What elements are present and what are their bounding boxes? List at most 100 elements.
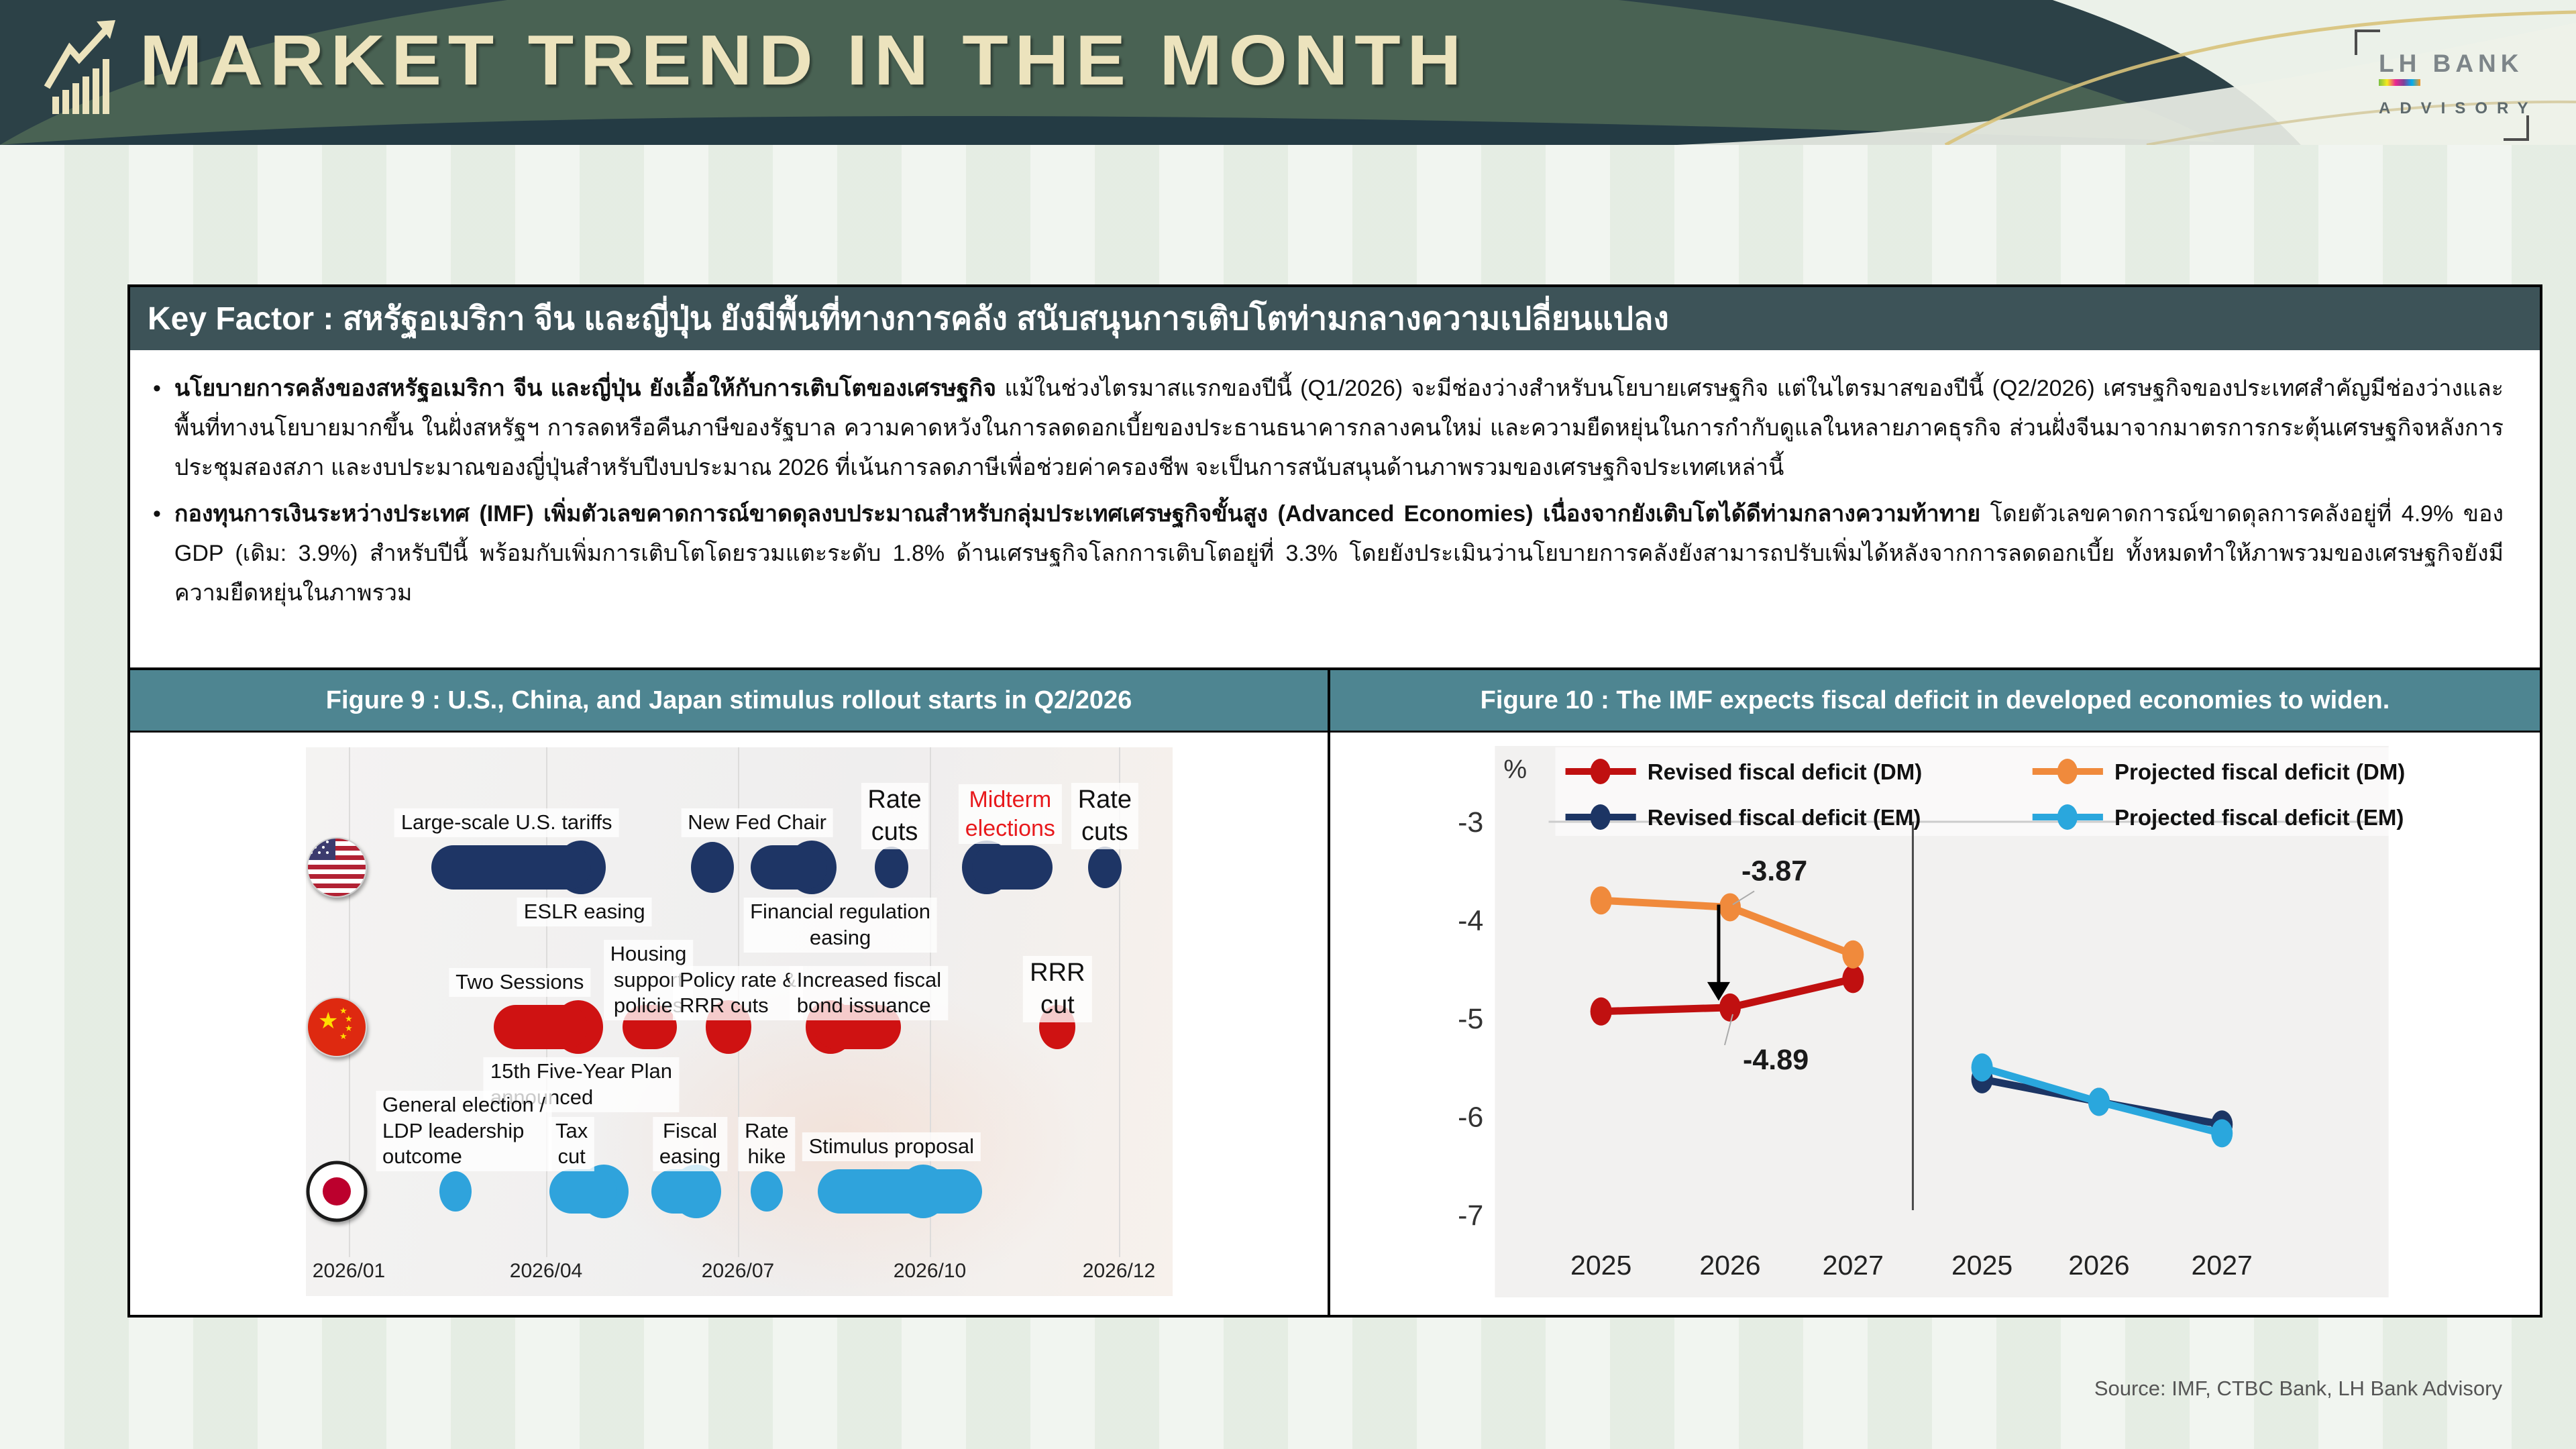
logo-rainbow-bar-icon bbox=[2379, 79, 2420, 86]
y-axis-unit: % bbox=[1503, 755, 1527, 784]
legend-marker-icon bbox=[2057, 804, 2078, 830]
figure10-title: Figure 10 : The IMF expects fiscal defic… bbox=[1330, 670, 2540, 733]
timeline-marker-dot bbox=[1087, 847, 1122, 888]
timeline-marker-bar bbox=[493, 1005, 588, 1049]
figure9-timeline-chart: 2026/01 2026/04 2026/07 2026/10 2026/12 Larg… bbox=[306, 747, 1173, 1296]
timeline-event-label: Increased fiscal bond issuance bbox=[790, 965, 949, 1020]
timeline-marker-bar bbox=[651, 1169, 719, 1214]
timeline-marker-bar bbox=[972, 845, 1053, 890]
timeline-marker-dot bbox=[750, 1171, 783, 1212]
header-band: MARKET TREND IN THE MONTH LH BANK ADVISO… bbox=[0, 0, 2576, 145]
bullet-marker bbox=[153, 494, 161, 613]
data-point bbox=[1590, 997, 1612, 1026]
y-tick-label: -6 bbox=[1458, 1102, 1483, 1134]
y-tick-label: -4 bbox=[1458, 905, 1483, 937]
timeline-event-label: New Fed Chair bbox=[681, 808, 833, 837]
bullet-item: นโยบายการคลังของสหรัฐอเมริกา จีน และญี่ป… bbox=[153, 369, 2504, 488]
timeline-axis-label: 2026/07 bbox=[701, 1260, 775, 1282]
legend-label: Projected fiscal deficit (DM) bbox=[2114, 759, 2405, 784]
bar-chart-icon bbox=[44, 20, 115, 114]
data-point bbox=[2088, 1087, 2110, 1116]
page-title: MARKET TREND IN THE MONTH bbox=[140, 21, 1468, 100]
data-point bbox=[1590, 886, 1612, 915]
x-tick-label: 2026 bbox=[1699, 1250, 1760, 1281]
figures-row: Figure 9 : U.S., China, and Japan stimul… bbox=[130, 667, 2540, 1315]
y-tick-label: -5 bbox=[1458, 1003, 1483, 1035]
x-tick-label: 2025 bbox=[1951, 1250, 2012, 1281]
legend-label: Revised fiscal deficit (DM) bbox=[1648, 759, 1922, 784]
timeline-marker-dot bbox=[874, 847, 908, 888]
timeline-event-label: Financial regulation easing bbox=[743, 898, 937, 953]
data-point bbox=[1971, 1053, 1993, 1082]
bullet-regular-text: โดยตัวเลขคาดการณ์ขาดดุลการคลังอยู่ที่ 4.… bbox=[174, 501, 2504, 606]
key-factor-body: นโยบายการคลังของสหรัฐอเมริกา จีน และญี่ป… bbox=[130, 350, 2540, 667]
plot-background bbox=[1495, 746, 2389, 1297]
legend-marker-icon bbox=[1590, 759, 1611, 784]
figure10-panel: Figure 10 : The IMF expects fiscal defic… bbox=[1330, 670, 2540, 1315]
y-tick-label: -7 bbox=[1458, 1199, 1483, 1232]
x-tick-label: 2027 bbox=[1823, 1250, 1884, 1281]
x-tick-label: 2025 bbox=[1570, 1250, 1631, 1281]
data-point bbox=[1842, 940, 1864, 969]
logo-bracket-bottom-right-icon bbox=[2504, 115, 2529, 141]
data-label: -4.89 bbox=[1743, 1044, 1809, 1076]
lh-bank-logo: LH BANK ADVISORY bbox=[2328, 20, 2542, 144]
us-flag-icon bbox=[306, 837, 368, 898]
timeline-axis-label: 2026/04 bbox=[509, 1260, 583, 1282]
timeline-event-label: Rate hike bbox=[738, 1116, 796, 1171]
timeline-event-label: Stimulus proposal bbox=[802, 1132, 981, 1161]
y-tick-label: -3 bbox=[1458, 806, 1483, 839]
timeline-axis-label: 2026/12 bbox=[1082, 1260, 1156, 1282]
cn-flag-icon: ★ ★ ★ ★ ★ bbox=[306, 996, 368, 1058]
figure9-panel: Figure 9 : U.S., China, and Japan stimul… bbox=[130, 670, 1330, 1315]
bullet-marker bbox=[153, 369, 161, 488]
logo-advisory-label: ADVISORY bbox=[2379, 99, 2538, 117]
timeline-marker-bar bbox=[549, 1169, 616, 1214]
timeline-marker-bar bbox=[751, 845, 828, 890]
down-arrow-head-icon bbox=[1707, 981, 1730, 1001]
key-factor-bar: Key Factor : สหรัฐอเมริกา จีน และญี่ปุ่น… bbox=[130, 287, 2540, 350]
annotation-leader bbox=[1732, 890, 1755, 906]
timeline-axis-label: 2026/01 bbox=[312, 1260, 386, 1282]
timeline-marker-dot bbox=[439, 1171, 472, 1212]
bullet-bold-text: นโยบายการคลังของสหรัฐอเมริกา จีน และญี่ป… bbox=[174, 376, 996, 401]
x-tick-label: 2027 bbox=[2192, 1250, 2253, 1281]
svg-text:★: ★ bbox=[318, 1008, 338, 1034]
timeline-event-label: General election / LDP leadership outcome bbox=[376, 1090, 552, 1171]
legend-label: Projected fiscal deficit (EM) bbox=[2114, 805, 2404, 830]
figure9-title: Figure 9 : U.S., China, and Japan stimul… bbox=[130, 670, 1328, 733]
source-note: Source: IMF, CTBC Bank, LH Bank Advisory bbox=[2094, 1377, 2502, 1400]
timeline-marker-bar bbox=[818, 1169, 982, 1214]
timeline-event-label: Midterm elections bbox=[958, 784, 1062, 844]
timeline-event-label: RRR cut bbox=[1023, 956, 1092, 1022]
timeline-event-label: Rate cuts bbox=[861, 783, 928, 849]
timeline-event-label: ESLR easing bbox=[517, 898, 652, 926]
figure10-body: % -3 -4 -5 -6 -7 2025 2026 2027 2025 2026 2027 Revis… bbox=[1330, 733, 2540, 1315]
bullet-text: นโยบายการคลังของสหรัฐอเมริกา จีน และญี่ป… bbox=[174, 369, 2504, 488]
timeline-event-label: Two Sessions bbox=[449, 968, 591, 997]
data-point bbox=[1842, 965, 1864, 994]
legend-marker-icon bbox=[2057, 759, 2078, 784]
figure10-line-chart: % -3 -4 -5 -6 -7 2025 2026 2027 2025 2026 2027 Revis… bbox=[1458, 746, 2405, 1297]
content-box: Key Factor : สหรัฐอเมริกา จีน และญี่ปุ่น… bbox=[127, 284, 2542, 1318]
svg-text:★: ★ bbox=[345, 1023, 353, 1033]
legend-marker-icon bbox=[1590, 804, 1611, 830]
jp-flag-icon bbox=[306, 1161, 368, 1222]
legend-label: Revised fiscal deficit (EM) bbox=[1648, 805, 1921, 830]
logo-bank-name: LH BANK bbox=[2379, 50, 2524, 77]
x-tick-label: 2026 bbox=[2068, 1250, 2129, 1281]
logo-bracket-top-left-icon bbox=[2355, 30, 2380, 55]
timeline-marker-dot bbox=[690, 842, 734, 893]
timeline-event-label: Fiscal easing bbox=[652, 1116, 728, 1171]
timeline-marker-bar bbox=[431, 845, 591, 890]
data-label: -3.87 bbox=[1741, 855, 1807, 887]
bullet-bold-text: กองทุนการเงินระหว่างประเทศ (IMF) เพิ่มตั… bbox=[174, 501, 1981, 527]
svg-text:★: ★ bbox=[339, 1031, 347, 1041]
bullet-item: กองทุนการเงินระหว่างประเทศ (IMF) เพิ่มตั… bbox=[153, 494, 2504, 613]
header-decoration bbox=[0, 0, 2576, 145]
data-point bbox=[2211, 1119, 2233, 1148]
timeline-gridline bbox=[1119, 747, 1120, 1257]
timeline-event-label: Policy rate & RRR cuts bbox=[672, 965, 804, 1020]
timeline-event-label: Rate cuts bbox=[1071, 783, 1138, 849]
